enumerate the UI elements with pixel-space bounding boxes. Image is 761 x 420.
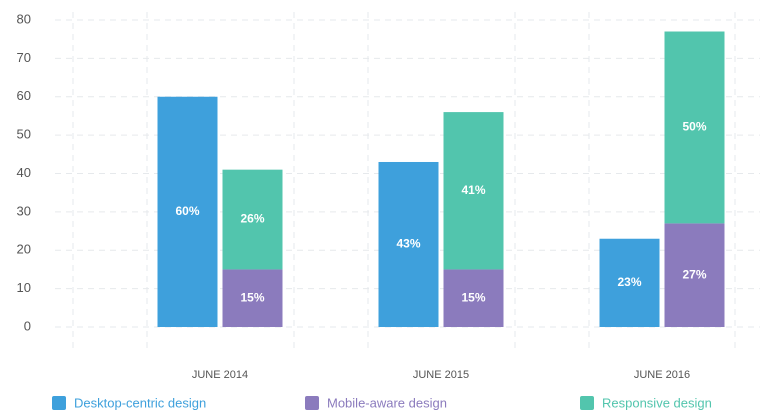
value-label: 26% xyxy=(240,212,264,226)
y-tick-label: 20 xyxy=(17,242,31,257)
y-tick-label: 80 xyxy=(17,11,31,26)
legend-label: Responsive design xyxy=(602,395,712,410)
x-tick-label: JUNE 2014 xyxy=(192,369,248,381)
value-label: 27% xyxy=(682,267,706,281)
value-label: 60% xyxy=(175,204,199,218)
value-label: 23% xyxy=(617,275,641,289)
legend-swatch xyxy=(305,396,319,410)
bar xyxy=(378,161,439,327)
bar xyxy=(157,96,218,327)
bar xyxy=(599,238,660,327)
value-label: 15% xyxy=(240,290,264,304)
legend-label: Mobile-aware design xyxy=(327,395,447,410)
x-tick-label: JUNE 2015 xyxy=(413,369,469,381)
value-label: 43% xyxy=(396,237,420,251)
bar xyxy=(222,169,283,270)
y-tick-label: 30 xyxy=(17,203,31,218)
bar xyxy=(443,112,504,270)
bar xyxy=(443,269,504,327)
value-label: 41% xyxy=(461,183,485,197)
y-tick-label: 60 xyxy=(17,88,31,103)
value-label: 15% xyxy=(461,290,485,304)
y-tick-label: 40 xyxy=(17,165,31,180)
x-tick-label: JUNE 2016 xyxy=(634,369,690,381)
value-label: 50% xyxy=(682,120,706,134)
legend-swatch xyxy=(580,396,594,410)
bar xyxy=(664,31,725,224)
y-tick-label: 50 xyxy=(17,127,31,142)
legend-swatch xyxy=(52,396,66,410)
y-tick-label: 70 xyxy=(17,50,31,65)
legend-label: Desktop-centric design xyxy=(74,395,206,410)
bar xyxy=(664,223,725,327)
bar xyxy=(222,269,283,327)
y-tick-label: 0 xyxy=(24,318,31,333)
y-tick-label: 10 xyxy=(17,280,31,295)
